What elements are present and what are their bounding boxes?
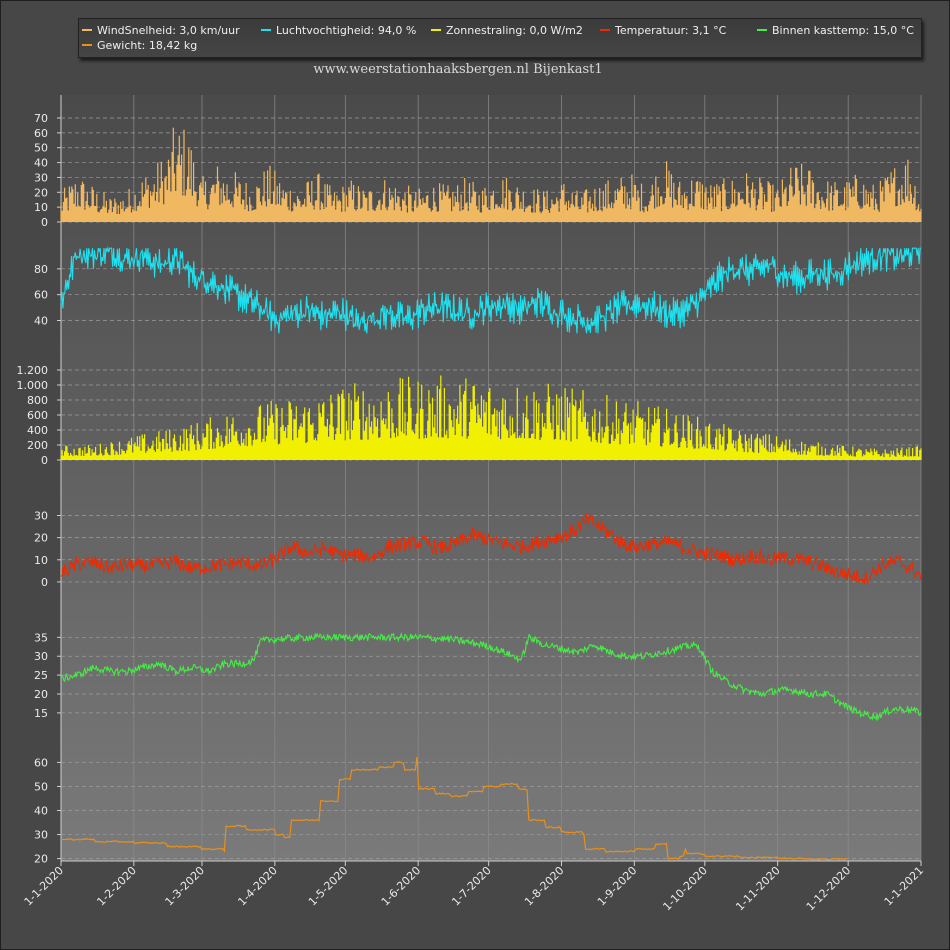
y-tick-label: 0 xyxy=(41,576,48,589)
x-tick-label: 1-9-2020 xyxy=(595,864,640,909)
legend-swatch xyxy=(82,44,92,46)
legend-label: Luchtvochtigheid: 94,0 % xyxy=(276,23,417,37)
panel-zonnestraling: 0 200 400 600 800 1.000 1.200 xyxy=(17,364,922,467)
series-temperatuur xyxy=(60,513,922,585)
legend-item-zonnestraling: Zonnestraling: 0,0 W/m2 xyxy=(431,23,583,37)
y-tick-label: 40 xyxy=(34,157,48,170)
y-tick-label: 400 xyxy=(27,424,48,437)
legend-swatch xyxy=(261,29,271,31)
series-binnen-kasttemp xyxy=(61,631,922,722)
x-tick-label: 1-3-2020 xyxy=(163,864,208,909)
chart-title: www.weerstationhaaksbergen.nl Bijenkast1 xyxy=(313,62,603,77)
y-tick-label: 40 xyxy=(34,315,48,328)
y-tick-label: 200 xyxy=(27,439,48,452)
legend-item-luchtvochtigheid: Luchtvochtigheid: 94,0 % xyxy=(261,23,416,37)
y-tick-label: 30 xyxy=(34,510,48,523)
y-tick-label: 1.200 xyxy=(17,364,49,377)
legend-label: Binnen kasttemp: 15,0 °C xyxy=(772,23,914,37)
x-tick-label: 1-10-2020 xyxy=(660,864,709,913)
y-tick-label: 20 xyxy=(34,853,48,866)
legend-item-temperatuur: Temperatuur: 3,1 °C xyxy=(600,23,726,37)
x-tick-label: 1-8-2020 xyxy=(522,864,567,909)
y-tick-label: 600 xyxy=(27,409,48,422)
x-tick-label: 1-11-2020 xyxy=(733,864,782,913)
series-luchtvochtigheid xyxy=(60,246,921,334)
y-tick-label: 800 xyxy=(27,394,48,407)
x-tick-label: 1-6-2020 xyxy=(379,864,424,909)
y-tick-label: 15 xyxy=(34,707,48,720)
y-tick-label: 20 xyxy=(34,532,48,545)
y-tick-label: 20 xyxy=(34,688,48,701)
y-tick-label: 25 xyxy=(34,669,48,682)
legend-label: Gewicht: 18,42 kg xyxy=(97,38,198,52)
y-tick-label: 50 xyxy=(34,142,48,155)
legend-item-gewicht: Gewicht: 18,42 kg xyxy=(82,38,197,52)
y-tick-label: 0 xyxy=(41,454,48,467)
panel-temperatuur: 0 10 20 30 xyxy=(34,510,922,589)
y-tick-label: 10 xyxy=(34,554,48,567)
y-tick-label: 50 xyxy=(34,780,48,793)
legend-swatch xyxy=(757,29,767,31)
y-tick-label: 60 xyxy=(34,756,48,769)
x-tick-label: 1-4-2020 xyxy=(235,864,280,909)
legend-item-binnen-kasttemp: Binnen kasttemp: 15,0 °C xyxy=(757,23,914,37)
series-gewicht xyxy=(60,756,848,861)
series-zonnestraling xyxy=(60,375,922,460)
x-tick-label: 1-12-2020 xyxy=(804,864,853,913)
panel-gewicht: 20 30 40 50 60 xyxy=(34,756,921,866)
y-tick-label: 10 xyxy=(34,201,48,214)
y-tick-label: 60 xyxy=(34,127,48,140)
y-tick-label: 30 xyxy=(34,171,48,184)
legend-swatch xyxy=(600,29,610,31)
legend-swatch xyxy=(431,29,441,31)
panel-luchtvochtigheid: 40 60 80 xyxy=(34,246,921,334)
y-tick-label: 1.000 xyxy=(17,379,49,392)
x-tick-label: 1-1-2020 xyxy=(22,864,67,909)
y-tick-label: 30 xyxy=(34,650,48,663)
x-tick-label: 1-5-2020 xyxy=(306,864,351,909)
panel-binnen-kasttemp: 15 20 25 30 35 xyxy=(34,631,922,722)
legend: WindSnelheid: 3,0 km/uur Luchtvochtighei… xyxy=(78,18,922,58)
y-tick-label: 35 xyxy=(34,631,48,644)
x-tick-label: 1-7-2020 xyxy=(449,864,494,909)
series-windsnelheid xyxy=(60,127,922,222)
y-tick-label: 20 xyxy=(34,186,48,199)
y-tick-label: 0 xyxy=(41,216,48,229)
legend-label: WindSnelheid: 3,0 km/uur xyxy=(97,23,240,37)
y-tick-label: 80 xyxy=(34,263,48,276)
y-tick-label: 40 xyxy=(34,805,48,818)
y-tick-label: 60 xyxy=(34,289,48,302)
y-tick-label: 70 xyxy=(34,112,48,125)
legend-label: Zonnestraling: 0,0 W/m2 xyxy=(446,23,583,37)
y-tick-label: 30 xyxy=(34,829,48,842)
x-tick-label: 1-1-2021 xyxy=(882,864,927,909)
legend-swatch xyxy=(82,29,92,31)
x-tick-label: 1-2-2020 xyxy=(94,864,139,909)
legend-item-windsnelheid: WindSnelheid: 3,0 km/uur xyxy=(82,23,240,37)
legend-label: Temperatuur: 3,1 °C xyxy=(615,23,727,37)
